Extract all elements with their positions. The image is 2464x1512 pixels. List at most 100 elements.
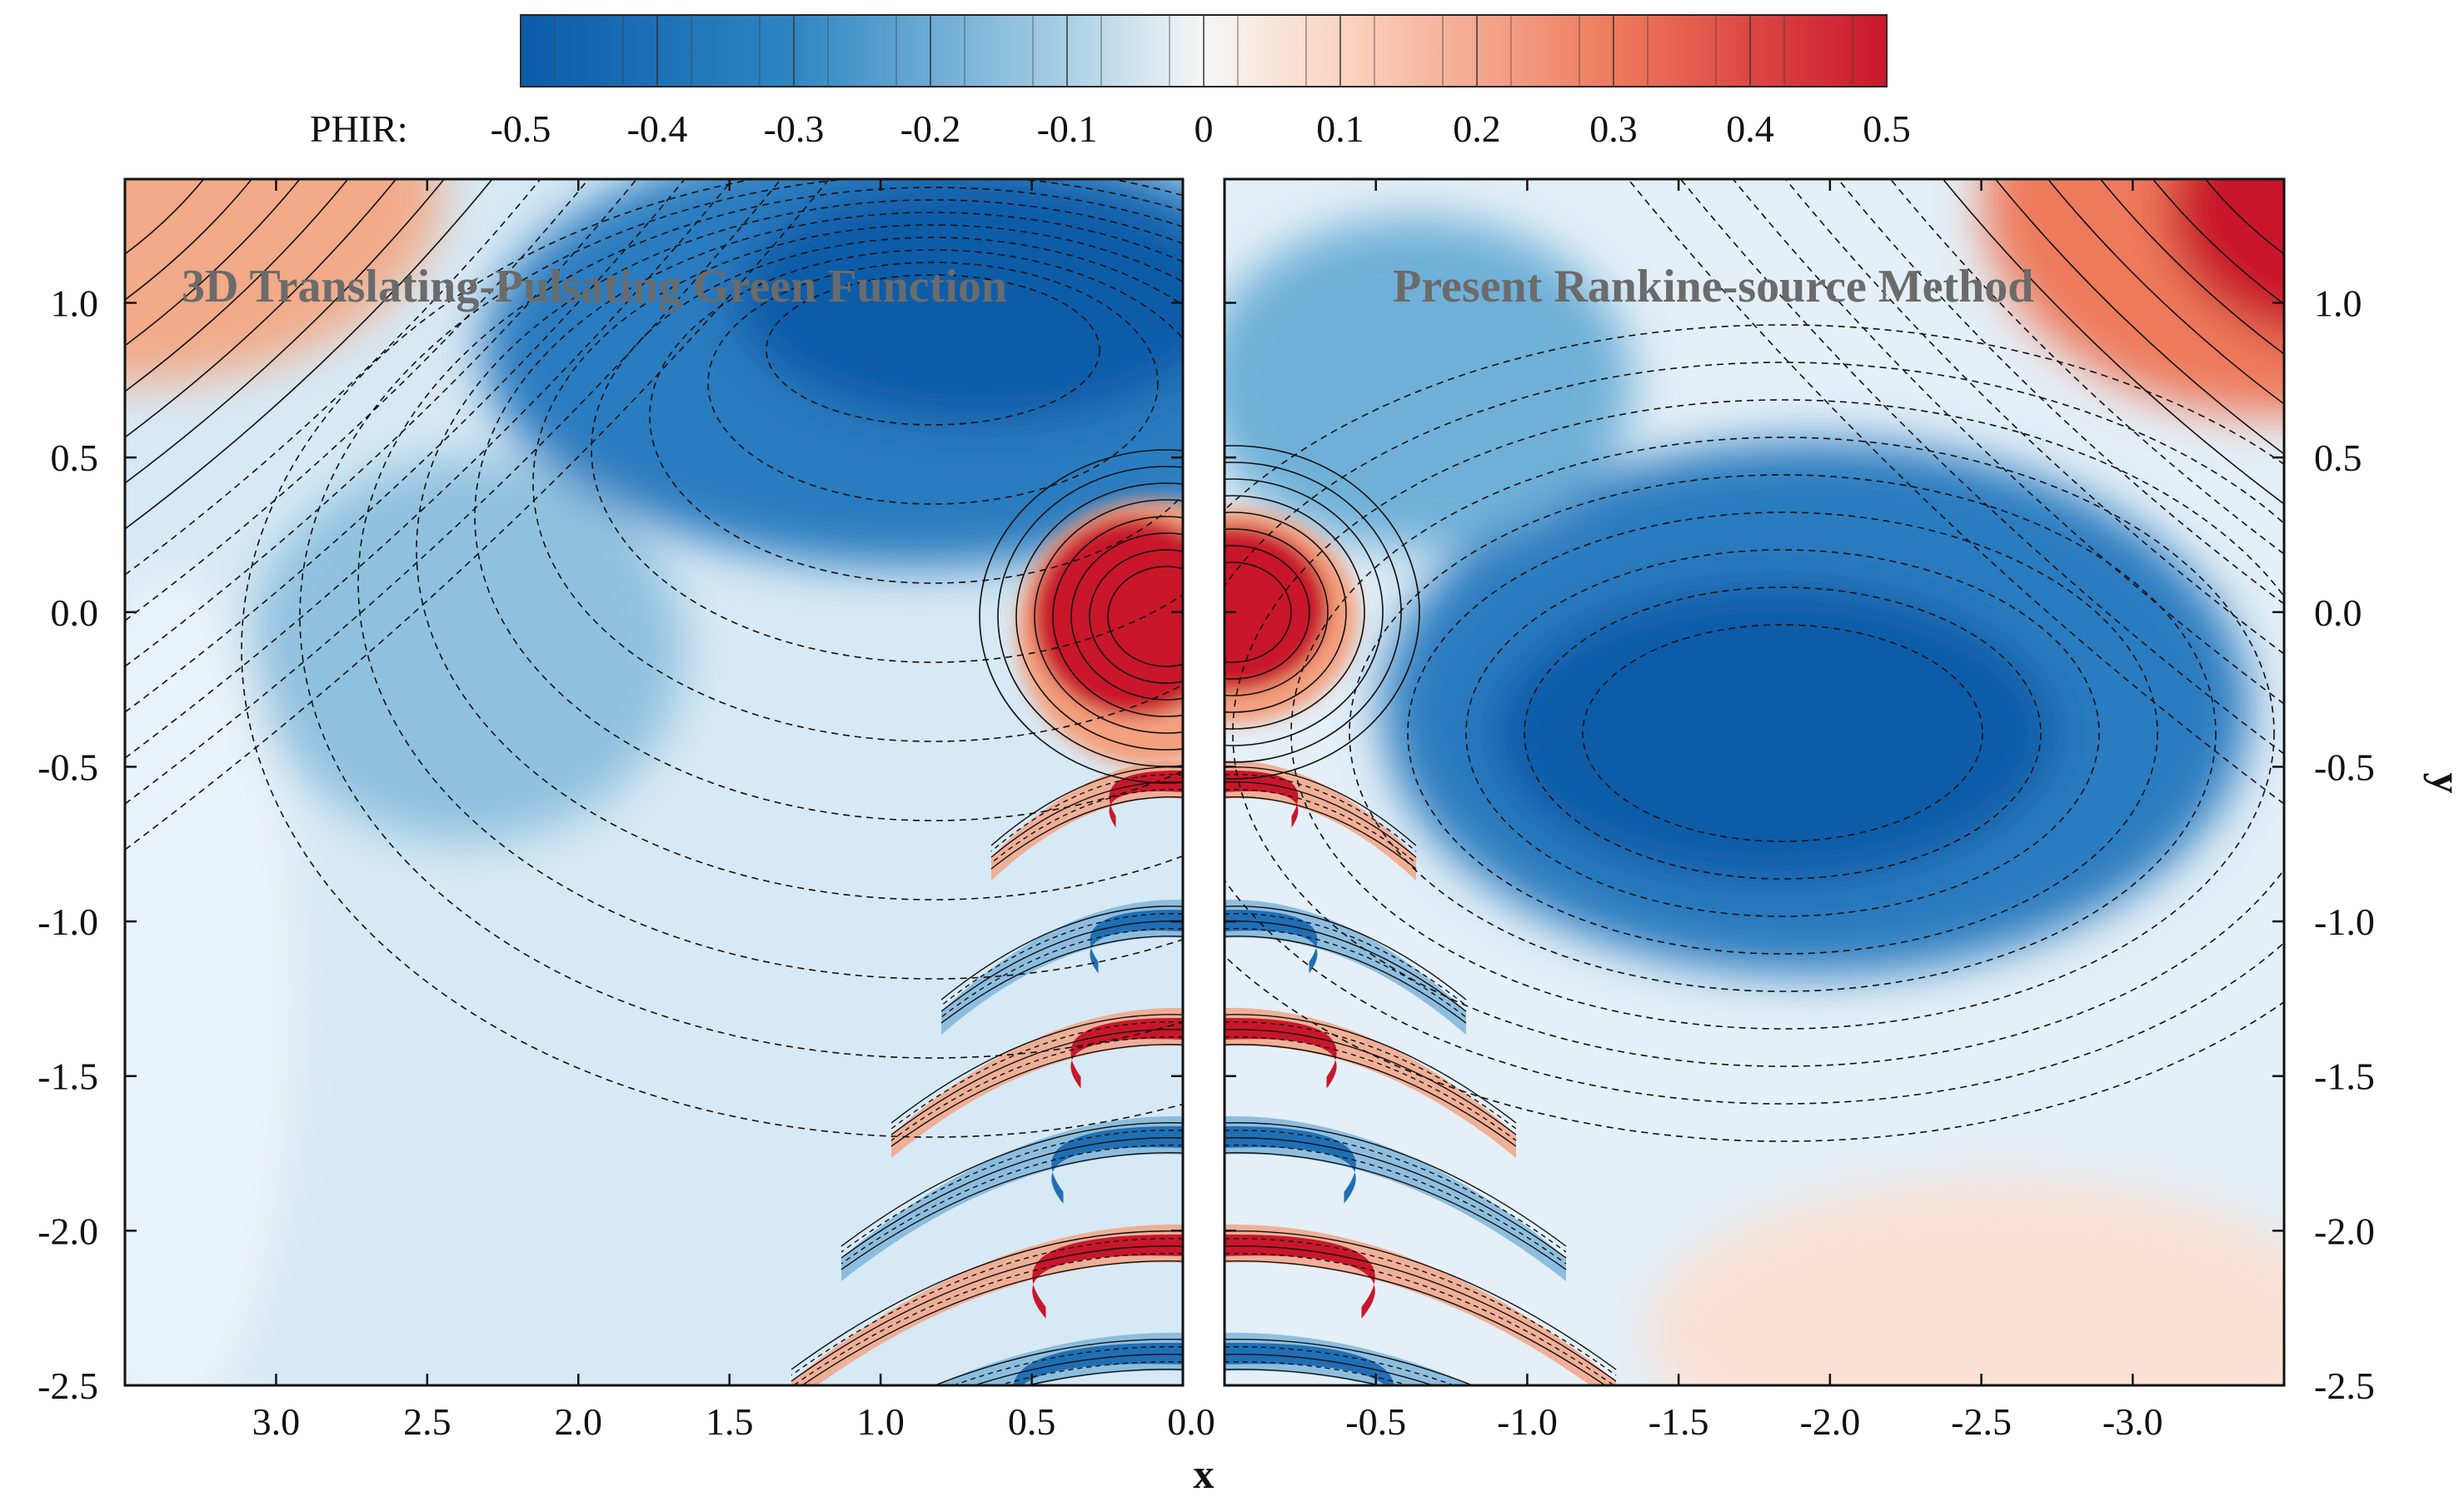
contour-line	[1225, 528, 1329, 696]
wave-crest-line	[1225, 928, 1467, 1018]
contour-line	[474, 212, 1183, 821]
wave-crest-line	[1225, 1339, 1474, 1385]
contour-line	[125, 179, 252, 301]
contour-line	[1225, 462, 1402, 763]
wave-crest-line	[1225, 1353, 1435, 1385]
contour-line	[1524, 586, 2042, 880]
wave-crest-line	[1225, 1260, 1607, 1385]
wave-crest-line	[890, 1021, 1183, 1130]
wave-crest-line	[1225, 1238, 1617, 1376]
wave-crest-line	[1225, 906, 1467, 1001]
wave-band-core	[1109, 770, 1183, 828]
x-tick-label-left: 1.5	[706, 1400, 754, 1443]
wave-crest-line	[1225, 936, 1467, 1024]
wave-crest-line	[940, 906, 1183, 1001]
wave-crest-line	[890, 1014, 1183, 1124]
wave-band-halo	[791, 1224, 1183, 1385]
x-tick-label-left: 3.0	[252, 1400, 301, 1443]
contour-line	[1837, 179, 2284, 605]
wave-band-core	[1070, 1017, 1183, 1089]
x-tick-label-left: 0.5	[1008, 1400, 1056, 1443]
x-tick-label-right: -3.0	[2102, 1400, 2163, 1443]
y-tick-label-left: -1.5	[37, 1055, 98, 1098]
wave-crest-line	[1225, 1014, 1517, 1124]
contour-line	[125, 179, 205, 255]
wave-band-core	[1225, 910, 1318, 974]
contour-line	[2099, 179, 2284, 355]
y-tick-label-right: 0.0	[2314, 591, 2362, 634]
contour-line	[591, 237, 1183, 663]
contour-line	[1994, 179, 2284, 455]
colorbar-tick-label: -0.3	[764, 107, 825, 150]
wave-crest-line	[840, 1137, 1183, 1259]
left-panel	[125, 179, 1183, 1385]
contour-lines-right	[1225, 179, 2284, 1142]
wave-crest-line	[890, 1044, 1183, 1147]
wave-crest-line	[1225, 766, 1417, 846]
wave-crest-line	[1225, 1152, 1567, 1270]
wave-crest-line	[933, 1339, 1183, 1385]
left-panel-title: 3D Translating-Pulsating Green Function	[182, 261, 1007, 312]
axes: 1.0 1.0 0.5 0.5 0.0 0.0 -0.5 -0.5 -1.0 -1.0 -1.5 -1…	[37, 179, 2375, 1443]
wave-crest-line	[940, 913, 1183, 1006]
wave-crest-line	[791, 1238, 1183, 1376]
contour-line	[707, 262, 1159, 505]
wave-crest-line	[791, 1230, 1183, 1370]
contour-lines-left	[125, 179, 1183, 1138]
wave-crest-line	[890, 1029, 1183, 1135]
wave-crest-line	[840, 1130, 1183, 1253]
contour-line	[1225, 324, 2284, 1142]
wave-crest-line	[1225, 1368, 1383, 1385]
colorbar-tick-label: -0.2	[900, 107, 961, 150]
y-tick-label-right: 1.0	[2314, 282, 2362, 325]
wave-crest-line	[1225, 1130, 1567, 1253]
wave-crest-line	[1025, 1368, 1183, 1385]
wave-band-halo	[1225, 1007, 1516, 1159]
contour-line	[1225, 545, 1310, 680]
y-tick-label-left: -1.0	[37, 901, 98, 943]
wave-band-halo	[1225, 1115, 1566, 1281]
wave-crest-line	[1225, 921, 1467, 1012]
x-tick-label-left: 2.5	[403, 1400, 451, 1443]
colorbar-tick-label: 0	[1195, 107, 1214, 150]
colorbar-tick-label: 0.4	[1726, 107, 1774, 150]
x-tick-label-right: -1.0	[1497, 1400, 1558, 1443]
contour-line	[1732, 179, 2284, 705]
wave-crest-line	[1225, 1230, 1617, 1370]
wave-crest-line	[972, 1353, 1183, 1385]
right-panel-title: Present Rankine-source Method	[1393, 261, 2033, 312]
wave-crest-line	[940, 928, 1183, 1018]
colorbar-tick-label: -0.4	[627, 107, 688, 150]
colorbar-tick-label: 0.5	[1863, 107, 1911, 150]
wave-crest-line	[890, 1036, 1183, 1141]
y-tick-label-left: 0.0	[51, 591, 99, 634]
contour-line	[125, 179, 830, 851]
wave-crest-line	[1225, 1021, 1517, 1130]
wave-crest-line	[840, 1145, 1183, 1265]
contour-line	[1089, 549, 1183, 684]
wave-crest-line	[1225, 1245, 1617, 1382]
wave-crest-line	[990, 766, 1183, 846]
x-axis-label: x	[1194, 1450, 1215, 1497]
right-panel	[1225, 179, 2284, 1385]
y-axis-label: y	[2423, 773, 2464, 794]
contour-line	[125, 179, 445, 484]
contour-line	[125, 179, 782, 805]
contour-line	[1107, 566, 1183, 667]
wave-band-core	[1225, 1017, 1337, 1089]
y-tick-label-left: -0.5	[37, 746, 98, 788]
wave-crest-line	[1225, 1145, 1567, 1265]
contour-line	[997, 466, 1183, 767]
contour-line	[1232, 399, 2284, 1067]
wave-crest-line	[1225, 1044, 1517, 1147]
wave-band-halo	[841, 1115, 1183, 1281]
contour-line	[1679, 179, 2284, 755]
wave-crest-line	[940, 921, 1183, 1012]
contour-line	[125, 179, 590, 621]
wave-band-halo	[891, 1007, 1183, 1159]
wave-crest-line	[1225, 796, 1417, 870]
wave-crest-line	[791, 1245, 1183, 1382]
colorbar: -0.5 -0.4 -0.3 -0.2 -0.1 0 0.1 0.2 0.3 0.4 0.5 PHI…	[310, 14, 1911, 150]
contour-line	[1407, 511, 2158, 955]
